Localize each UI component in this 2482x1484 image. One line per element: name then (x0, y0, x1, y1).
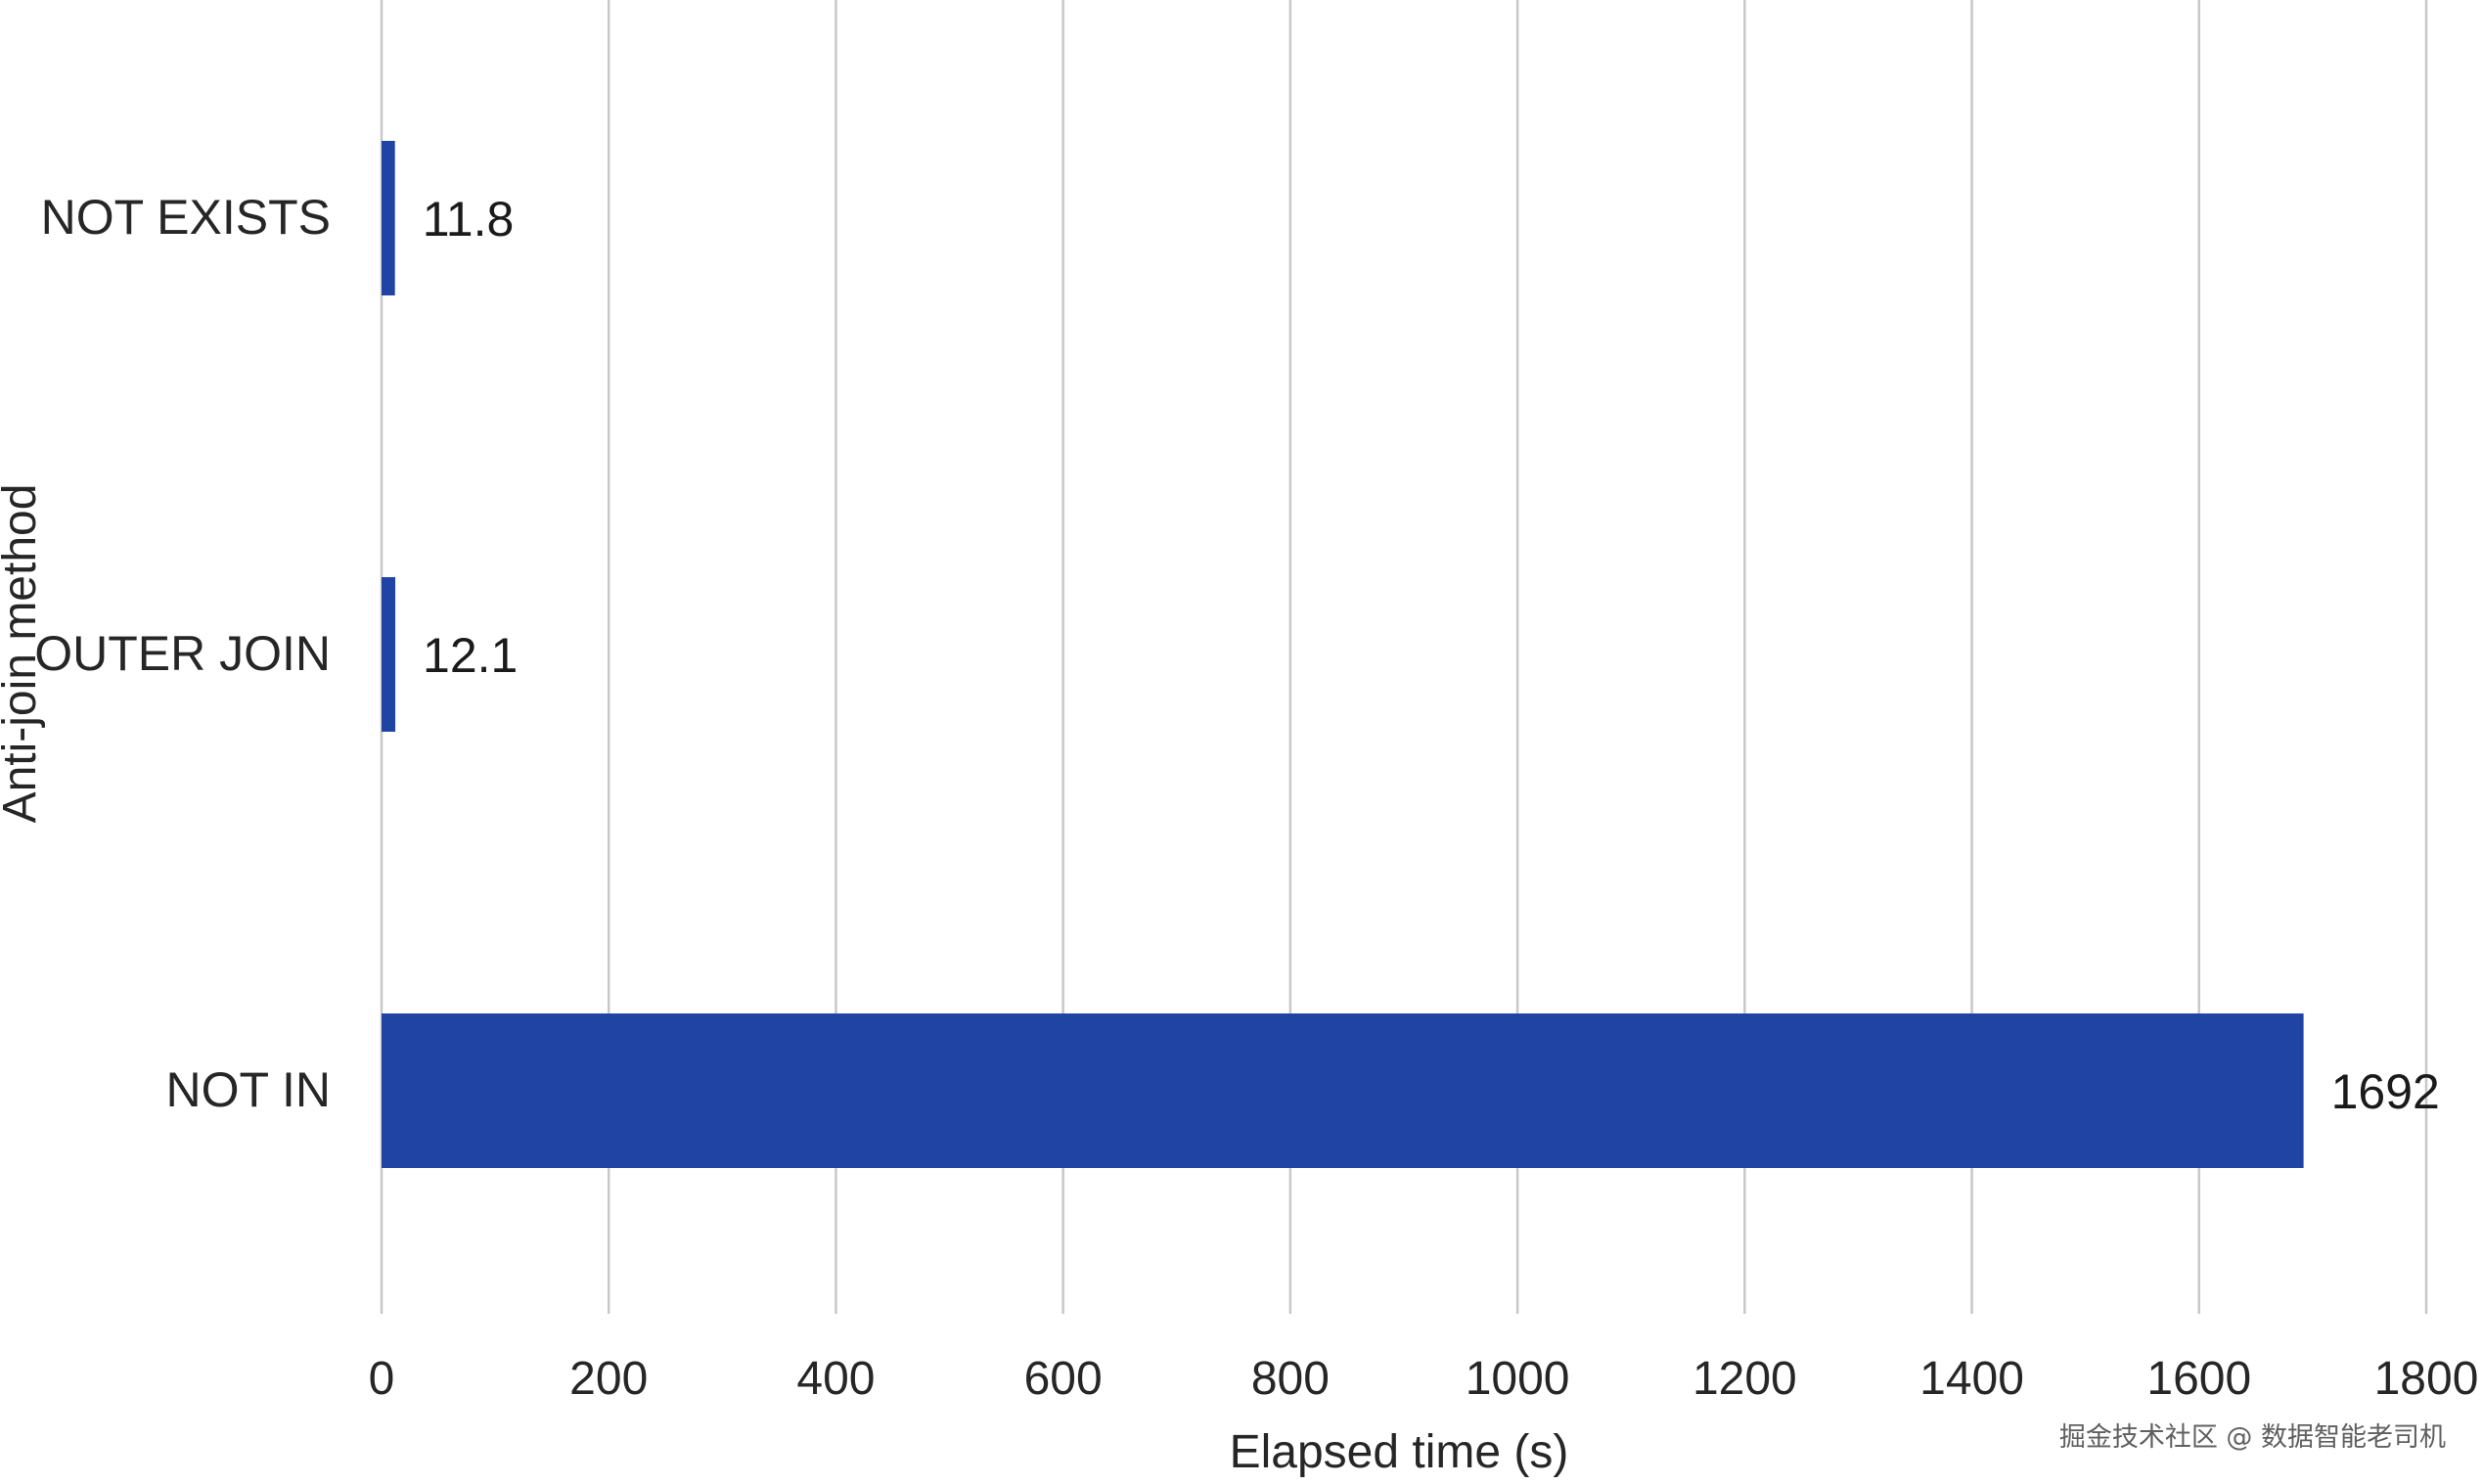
y-axis-title: Anti-join method (0, 484, 46, 824)
bar (382, 577, 396, 732)
x-tick-label: 1000 (1466, 1353, 1570, 1405)
bar (382, 1013, 2304, 1168)
data-label: 1692 (2331, 1064, 2440, 1119)
data-label: 11.8 (423, 192, 515, 247)
x-axis-title: Elapsed time (s) (1230, 1426, 1569, 1478)
category-label: NOT IN (165, 1062, 331, 1117)
bar (382, 141, 395, 295)
data-label: 12.1 (423, 628, 518, 683)
x-tick-label: 0 (369, 1353, 395, 1405)
labels: 0 200 400 600 800 1000 1200 1400 1600 1800 NOT EXI… (34, 190, 2478, 1405)
watermark-text: 掘金技术社区 @ 数据智能老司机 (2059, 1422, 2446, 1453)
x-tick-label: 1200 (1692, 1353, 1797, 1405)
category-label: OUTER JOIN (34, 626, 331, 681)
x-tick-label: 400 (796, 1353, 875, 1405)
x-tick-label: 1800 (2374, 1353, 2479, 1405)
x-tick-label: 1400 (1919, 1353, 2024, 1405)
x-tick-label: 600 (1024, 1353, 1103, 1405)
x-tick-label: 800 (1251, 1353, 1330, 1405)
gridlines (380, 0, 2428, 1314)
x-tick-label: 200 (569, 1353, 648, 1405)
x-tick-label: 1600 (2146, 1353, 2251, 1405)
bars (382, 141, 2304, 1168)
category-label: NOT EXISTS (41, 190, 331, 245)
